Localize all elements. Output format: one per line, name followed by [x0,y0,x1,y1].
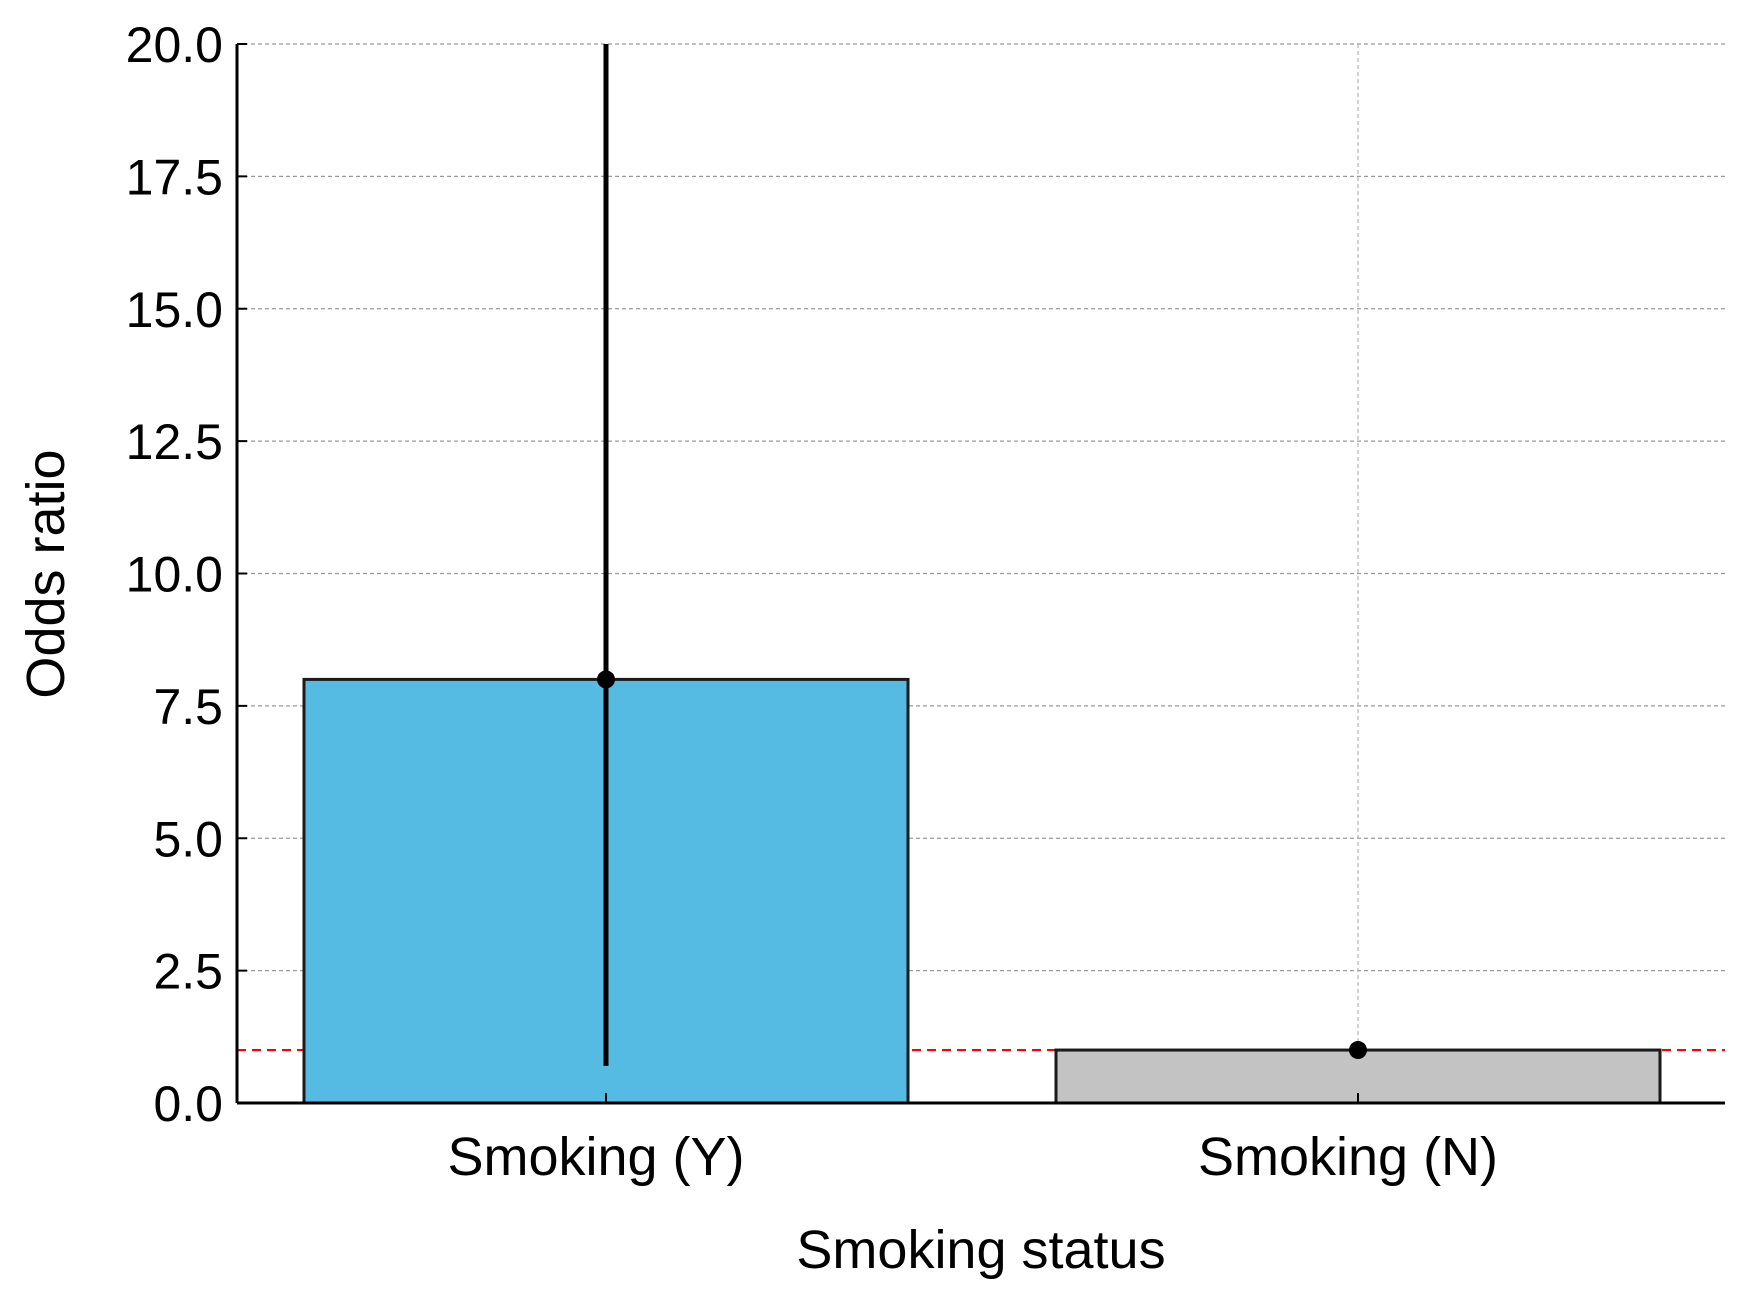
y-tick-label: 2.5 [153,944,223,1000]
point-estimate-1 [597,670,615,689]
y-axis-title: Odds ratio [16,449,76,698]
y-tick-label: 15.0 [126,282,223,338]
bars [302,677,1662,1105]
x-tick-label: Smoking (Y) [447,1127,744,1187]
x-axis-title: Smoking status [796,1220,1165,1280]
y-tick-label: 0.0 [153,1076,223,1132]
y-tick-label: 20.0 [126,17,223,73]
tick-labels: 0.0 2.5 5.0 7.5 10.0 12.5 15.0 17.5 20.0 Smoking … [126,17,1498,1187]
point-estimate-2 [1349,1041,1367,1060]
y-tick-label: 12.5 [126,414,223,470]
error-bars [597,44,1367,1066]
y-tick-label: 5.0 [153,811,223,867]
y-tick-label: 17.5 [126,149,223,205]
x-tick-label: Smoking (N) [1198,1127,1498,1187]
y-tick-label: 10.0 [126,547,223,603]
y-tick-label: 7.5 [153,679,223,735]
